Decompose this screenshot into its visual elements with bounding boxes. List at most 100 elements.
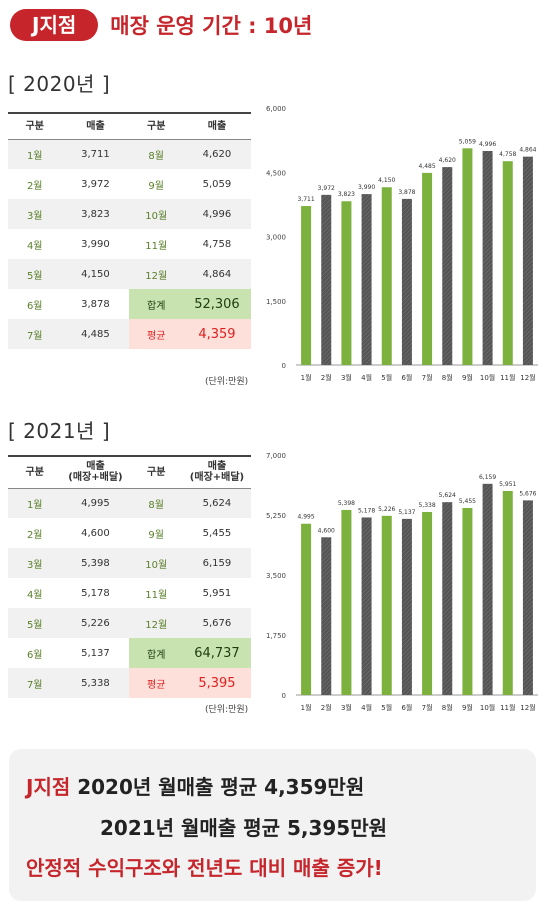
average-label-cell: 평균 xyxy=(129,668,183,698)
table-row: 4월 5,178 11월 5,951 xyxy=(8,578,251,608)
x-tick-label: 8월 xyxy=(442,703,453,712)
bar xyxy=(401,518,412,695)
bar-value-label: 5,178 xyxy=(358,507,375,514)
bar-chart-2021: 0 1,750 3,500 5,250 7,000 4,995 1월 4,600 2월 5,398… xyxy=(266,452,538,712)
y-tick-label: 3,500 xyxy=(266,572,286,580)
table-header-cell: 매출 (매장+배달) xyxy=(182,455,251,489)
header: J지점 매장 운영 기간 : 10년 xyxy=(10,8,312,42)
x-tick-label: 6월 xyxy=(401,373,412,382)
bar xyxy=(401,198,412,365)
sales-cell: 5,178 xyxy=(61,578,130,608)
month-cell: 2월 xyxy=(8,169,62,199)
average-value-cell: 4,359 xyxy=(182,319,251,349)
month-cell: 7월 xyxy=(8,668,62,698)
x-tick-label: 10월 xyxy=(480,373,495,382)
table-row: 7월 5,338 평균 5,395 xyxy=(8,668,251,698)
month-cell: 7월 xyxy=(8,319,62,349)
summary-line-3: 안정적 수익구조와 전년도 대비 매출 증가! xyxy=(26,856,383,880)
total-value-cell: 52,306 xyxy=(182,289,251,319)
sales-cell: 4,485 xyxy=(61,319,130,349)
bar xyxy=(482,151,493,365)
x-tick-label: 11월 xyxy=(500,373,515,382)
bar-value-label: 4,995 xyxy=(297,514,314,521)
unit-label-2020: (단위:만원) xyxy=(205,377,249,387)
table-header-cell: 구분 xyxy=(8,455,62,489)
bar-value-label: 5,398 xyxy=(338,500,355,507)
x-tick-label: 2월 xyxy=(321,373,332,382)
y-tick-label: 0 xyxy=(282,362,286,370)
x-tick-label: 5월 xyxy=(381,703,392,712)
bar xyxy=(422,172,433,365)
sales-cell: 3,823 xyxy=(61,199,130,229)
bar xyxy=(301,206,312,365)
x-tick-label: 4월 xyxy=(361,703,372,712)
y-tick-label: 1,750 xyxy=(266,632,286,640)
average-value-cell: 5,395 xyxy=(182,668,251,698)
table-row: 1월 3,711 8월 4,620 xyxy=(8,139,251,169)
sales-cell: 4,600 xyxy=(61,518,130,548)
bar-value-label: 4,485 xyxy=(418,163,435,170)
bar xyxy=(422,511,433,695)
bar xyxy=(462,148,473,365)
x-tick-label: 3월 xyxy=(341,373,352,382)
table-header-cell: 구분 xyxy=(129,455,183,489)
table-row: 7월 4,485 평균 4,359 xyxy=(8,319,251,349)
bar-value-label: 3,990 xyxy=(358,184,375,191)
bar xyxy=(361,194,372,365)
sales-cell: 5,338 xyxy=(61,668,130,698)
x-tick-label: 12월 xyxy=(520,703,535,712)
table-header-cell: 구분 xyxy=(8,112,62,140)
sales-cell: 3,711 xyxy=(61,139,130,169)
sales-cell: 5,137 xyxy=(61,638,130,668)
sales-cell: 4,996 xyxy=(182,199,251,229)
bar xyxy=(381,187,392,365)
month-cell: 9월 xyxy=(129,518,183,548)
month-cell: 1월 xyxy=(8,139,62,169)
bar xyxy=(301,523,312,695)
table-row: 5월 5,226 12월 5,676 xyxy=(8,608,251,638)
sales-cell: 5,398 xyxy=(61,548,130,578)
sales-cell: 4,150 xyxy=(61,259,130,289)
table-header-cell: 매출 xyxy=(61,112,130,140)
year-2020-label: [ 2020년 ] xyxy=(8,72,111,96)
month-cell: 8월 xyxy=(129,139,183,169)
bar-value-label: 5,137 xyxy=(398,509,415,516)
sales-cell: 5,059 xyxy=(182,169,251,199)
sales-cell: 5,455 xyxy=(182,518,251,548)
bar-value-label: 4,996 xyxy=(479,141,496,148)
sales-cell: 3,878 xyxy=(61,289,130,319)
table-header-cell: 구분 xyxy=(129,112,183,140)
month-cell: 10월 xyxy=(129,548,183,578)
bar xyxy=(361,517,372,695)
bar xyxy=(522,500,533,695)
bar-value-label: 5,951 xyxy=(499,481,516,488)
bar xyxy=(321,194,332,365)
table-row: 3월 5,398 10월 6,159 xyxy=(8,548,251,578)
bar xyxy=(462,507,473,695)
sales-table-2021: 구분 매출 (매장+배달) 구분 매출 (매장+배달) 1월 4,995 8월 5,624 2월… xyxy=(8,455,251,698)
x-tick-label: 2월 xyxy=(321,703,332,712)
y-tick-label: 4,500 xyxy=(266,169,286,177)
month-cell: 2월 xyxy=(8,518,62,548)
bar xyxy=(522,156,533,365)
month-cell: 11월 xyxy=(129,229,183,259)
unit-label-2021: (단위:만원) xyxy=(205,705,249,715)
sales-cell: 4,864 xyxy=(182,259,251,289)
year-2021-label: [ 2021년 ] xyxy=(8,419,111,443)
month-cell: 12월 xyxy=(129,259,183,289)
month-cell: 5월 xyxy=(8,259,62,289)
y-tick-label: 6,000 xyxy=(266,105,286,113)
summary-line-1: J지점 2020년 월매출 평균 4,359만원 xyxy=(26,771,364,800)
bar xyxy=(482,483,493,695)
month-cell: 5월 xyxy=(8,608,62,638)
summary-line-2: 2021년 월매출 평균 5,395만원 xyxy=(100,816,388,840)
sales-cell: 5,676 xyxy=(182,608,251,638)
x-tick-label: 11월 xyxy=(500,703,515,712)
sales-cell: 5,624 xyxy=(182,488,251,518)
bar xyxy=(381,515,392,695)
sales-cell: 3,990 xyxy=(61,229,130,259)
bar-value-label: 4,758 xyxy=(499,151,516,158)
bar-value-label: 5,624 xyxy=(439,492,456,499)
y-tick-label: 0 xyxy=(282,692,286,700)
x-tick-label: 1월 xyxy=(301,703,312,712)
